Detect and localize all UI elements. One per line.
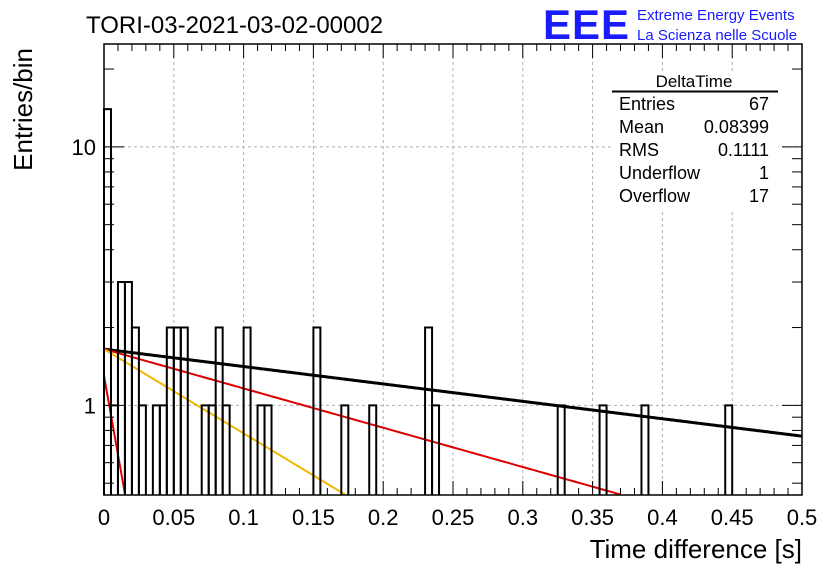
y-tick-label-0: 1 (84, 393, 96, 418)
x-tick-labels: 0 0.05 0.1 0.15 0.2 0.25 0.3 0.35 0.4 0.45 0.5 (98, 505, 817, 530)
histogram-bar-14 (221, 404, 231, 495)
histogram-bar-10 (179, 326, 189, 495)
fit-curve-2 (103, 348, 346, 496)
histogram-bar-5 (137, 404, 147, 495)
stats-box-background (612, 72, 778, 210)
histogram-bar-8 (165, 326, 175, 495)
stats-value-entries: 67 (749, 94, 769, 114)
axis-ticks (103, 44, 803, 495)
brand-line-1: Extreme Energy Events (637, 7, 795, 24)
x-tick-label-0: 0 (98, 505, 110, 530)
x-tick-label-8: 0.4 (647, 505, 678, 530)
x-tick-label-10: 0.5 (787, 505, 818, 530)
histogram-bar-22 (431, 404, 441, 495)
histogram-bar-24 (598, 404, 608, 495)
x-tick-label-4: 0.2 (368, 505, 399, 530)
histogram-bar-26 (724, 404, 734, 495)
fit-curve-1 (103, 348, 621, 496)
y-tick-label-1: 10 (72, 135, 96, 160)
x-tick-label-6: 0.3 (508, 505, 539, 530)
histogram-bar-21 (424, 326, 434, 495)
fit-curve-3 (103, 375, 126, 494)
stats-value-mean: 0.08399 (704, 117, 769, 137)
stats-label-rms: RMS (619, 140, 659, 160)
x-tick-label-9: 0.45 (711, 505, 754, 530)
fit-curves (103, 347, 803, 496)
histogram-bar-13 (214, 326, 224, 495)
histogram-bar-15 (242, 326, 252, 495)
fit-curve-0 (103, 347, 803, 438)
stats-rows: Entries 67 Mean 0.08399 RMS 0.1111 Underflow 1 O… (619, 94, 769, 206)
histogram-bar-18 (312, 326, 322, 495)
histogram-bar-9 (172, 326, 182, 495)
stats-label-entries: Entries (619, 94, 675, 114)
histogram-bar-17 (263, 404, 273, 495)
stats-box: DeltaTime Entries 67 Mean 0.08399 RMS 0.1111 U… (612, 72, 778, 210)
stats-label-underflow: Underflow (619, 163, 701, 183)
stats-title: DeltaTime (656, 72, 733, 91)
histogram-bar-11 (200, 404, 210, 495)
x-tick-label-1: 0.05 (152, 505, 195, 530)
y-tick-labels: 1 10 (72, 135, 96, 418)
grid (104, 44, 802, 495)
chart-title: TORI-03-2021-03-02-00002 (86, 12, 383, 39)
x-axis-title: Time difference [s] (590, 534, 802, 564)
stats-value-rms: 0.1111 (718, 140, 769, 160)
eee-logo: EEE (543, 1, 630, 48)
histogram-bar-20 (368, 404, 378, 495)
x-tick-label-5: 0.25 (432, 505, 475, 530)
stats-label-mean: Mean (619, 117, 664, 137)
histogram-bar-16 (256, 404, 266, 495)
histogram-bar-7 (158, 404, 168, 495)
stats-label-overflow: Overflow (619, 186, 691, 206)
histogram-bar-6 (151, 404, 161, 495)
stats-value-overflow: 17 (749, 186, 769, 206)
y-axis-title: Entries/bin (8, 48, 38, 171)
histogram-bar-0 (103, 108, 112, 495)
histogram-bar-3 (123, 281, 133, 495)
x-tick-label-3: 0.15 (292, 505, 335, 530)
x-tick-label-7: 0.35 (571, 505, 614, 530)
brand-line-2: La Scienza nelle Scuole (637, 27, 797, 44)
x-tick-label-2: 0.1 (228, 505, 259, 530)
histogram-bar-12 (207, 404, 217, 495)
histogram-bar-25 (640, 404, 650, 495)
histogram-bar-19 (340, 404, 350, 495)
histogram-bar-23 (556, 404, 566, 495)
stats-value-underflow: 1 (759, 163, 769, 183)
